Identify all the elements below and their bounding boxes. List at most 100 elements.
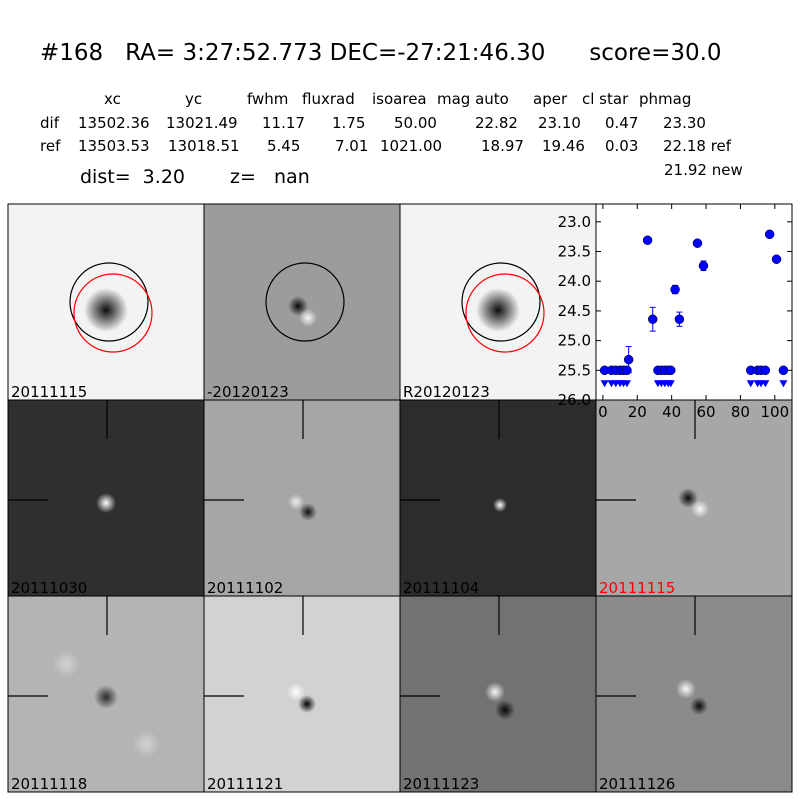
image-stamp[interactable]: 20111115 [595, 399, 793, 597]
source-blob [299, 503, 317, 521]
candidate-title: #168 RA= 3:27:52.773 DEC=-27:21:46.30 sc… [40, 40, 722, 66]
stamp-date-label: R20120123 [403, 383, 490, 401]
aperture-circle-black [461, 262, 541, 342]
row-value: 0.47 [605, 114, 639, 132]
row-value: 22.82 [475, 114, 518, 132]
stamp-date-label: 20111115 [11, 383, 87, 401]
row-value: 50.00 [394, 114, 437, 132]
source-blob [132, 730, 160, 758]
row-value: 23.10 [538, 114, 581, 132]
row-value: 13021.49 [166, 114, 238, 132]
new-magnitude: 21.92 new [664, 161, 743, 179]
upper-limit-point [760, 365, 771, 376]
y-tick-label: 23.5 [558, 243, 591, 261]
upper-limit-marker [622, 380, 631, 388]
column-header: aper [533, 90, 568, 108]
x-tick-label: 60 [696, 403, 715, 421]
image-stamp[interactable]: 20111030 [7, 399, 205, 597]
column-header: yc [185, 90, 203, 108]
upper-limit-point [666, 365, 676, 376]
row-value: 1021.00 [380, 137, 443, 155]
light-curve-chart: 23.0 23.5 24.0 24.5 25.0 25.5 26.0 0 20 40 60 80 100 [558, 203, 793, 421]
row-value: 18.97 [481, 137, 524, 155]
source-blob [94, 685, 118, 709]
source-blob [678, 488, 698, 508]
source-blob [287, 683, 305, 701]
source-blob [485, 682, 505, 702]
source-blob [676, 679, 696, 699]
row-value: 7.01 [335, 137, 369, 155]
detection-point [692, 238, 703, 248]
image-stamp[interactable]: 20111123 [399, 595, 597, 793]
redshift-label: z= nan [230, 166, 310, 188]
x-tick-label: 0 [598, 403, 608, 421]
column-header: xc [104, 90, 121, 108]
image-stamp[interactable]: -20120123 [203, 203, 401, 401]
aperture-circle-red [465, 273, 545, 353]
detection-point [647, 314, 658, 324]
stamp-date-label: -20120123 [207, 383, 289, 401]
source-blob [493, 498, 507, 512]
image-stamp[interactable]: 20111126 [595, 595, 793, 793]
y-tick-label: 23.0 [558, 213, 591, 231]
column-header: cl star [582, 90, 629, 108]
image-stamp[interactable]: 20111115 [7, 203, 205, 401]
aperture-circle-black [265, 262, 345, 342]
source-blob [690, 697, 708, 715]
source-blob [298, 695, 316, 713]
y-tick-label: 25.5 [558, 361, 591, 379]
y-tick-label: 25.0 [558, 332, 591, 350]
source-blob [299, 309, 317, 327]
aperture-circle-black [69, 262, 149, 342]
detection-point [670, 284, 680, 295]
image-stamp[interactable]: 20111104 [399, 399, 597, 597]
stamp-image [400, 400, 596, 596]
distance-label: dist= 3.20 [80, 166, 185, 188]
row-value: 5.45 [267, 137, 301, 155]
upper-limit-point [622, 365, 632, 376]
detection-point [764, 229, 775, 240]
column-header: fwhm [247, 90, 289, 108]
upper-limit-marker [666, 380, 675, 388]
y-tick-label: 26.0 [558, 391, 591, 409]
column-header: mag auto [437, 90, 509, 108]
source-blob [495, 700, 515, 720]
image-stamp[interactable]: 20111102 [203, 399, 401, 597]
detection-point [642, 235, 653, 245]
stamp-frame [595, 595, 793, 793]
image-stamp[interactable]: R20120123 [399, 203, 597, 401]
row-value: 1.75 [332, 114, 366, 132]
upper-limit-marker [746, 380, 755, 388]
stamp-date-label: 20111115 [599, 579, 675, 597]
image-stamp[interactable]: 20111118 [7, 595, 205, 793]
image-stamp[interactable]: 20111121 [203, 595, 401, 793]
row-label: dif [40, 114, 59, 132]
source-blob [84, 288, 128, 332]
row-value: 11.17 [262, 114, 305, 132]
detection-point [623, 354, 634, 365]
column-header: fluxrad [302, 90, 355, 108]
row-label: ref [40, 137, 61, 155]
column-header: isoarea [372, 90, 427, 108]
source-blob [691, 500, 709, 518]
row-value: 19.46 [542, 137, 585, 155]
stamp-date-label: 20111126 [599, 775, 675, 793]
x-tick-label: 80 [731, 403, 750, 421]
upper-limit-marker [779, 380, 788, 388]
stamp-date-label: 20111102 [207, 579, 283, 597]
row-value: 22.18 ref [663, 137, 732, 155]
detection-point [698, 261, 709, 271]
source-blob [288, 494, 304, 510]
source-blob [96, 493, 116, 513]
source-blob [52, 650, 80, 678]
upper-limit-marker [761, 380, 770, 388]
stamp-date-label: 20111123 [403, 775, 479, 793]
row-value: 0.03 [605, 137, 639, 155]
x-tick-label: 20 [628, 403, 647, 421]
upper-limit-marker [600, 380, 609, 388]
x-tick-label: 100 [760, 403, 789, 421]
row-value: 23.30 [663, 114, 706, 132]
row-value: 13018.51 [168, 137, 240, 155]
stamp-date-label: 20111030 [11, 579, 87, 597]
